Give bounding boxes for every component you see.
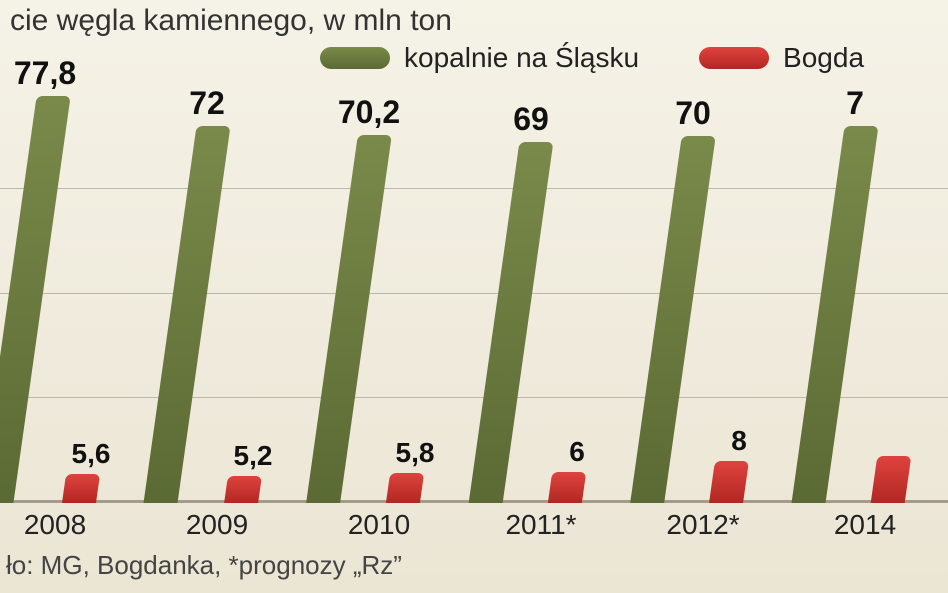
- legend-item-slask: kopalnie na Śląsku: [320, 42, 639, 74]
- x-axis-label: 2012*: [666, 509, 739, 541]
- legend-label: Bogda: [783, 42, 864, 74]
- legend-item-bogdanka: Bogda: [699, 42, 864, 74]
- x-axis-label: 2011*: [505, 509, 576, 541]
- bar-slask: [144, 126, 231, 503]
- bar-slask: [469, 142, 554, 503]
- x-axis-label: 2014: [834, 509, 896, 541]
- value-label-bogdanka: 5,6: [72, 438, 111, 470]
- x-axis-label: 2009: [186, 509, 248, 541]
- plot-area: 77,85,6725,270,25,86967087: [0, 84, 948, 503]
- bar-bogdanka: [709, 461, 749, 503]
- value-label-slask: 70: [675, 95, 711, 132]
- value-label-slask: 72: [189, 85, 225, 122]
- value-label-bogdanka: 5,2: [234, 440, 273, 472]
- value-label-slask: 70,2: [338, 94, 400, 131]
- bar-slask: [306, 135, 392, 503]
- bar-bogdanka: [386, 473, 424, 503]
- bar-bogdanka: [224, 476, 262, 503]
- legend-swatch-green: [320, 47, 390, 69]
- bar-bogdanka: [871, 456, 912, 503]
- bar-slask: [630, 136, 716, 503]
- value-label-bogdanka: 5,8: [396, 437, 435, 469]
- value-label-slask: 77,8: [14, 55, 76, 92]
- bar-slask: [0, 96, 71, 503]
- x-axis: 2008 2009 2010 2011* 2012* 2014: [0, 505, 948, 545]
- chart-title: cie węgla kamiennego, w mln ton: [10, 4, 452, 38]
- gridline: [0, 293, 948, 294]
- coal-production-chart: cie węgla kamiennego, w mln ton kopalnie…: [0, 0, 948, 593]
- legend-swatch-red: [699, 47, 769, 69]
- x-axis-label: 2010: [348, 509, 410, 541]
- legend-label: kopalnie na Śląsku: [404, 42, 639, 74]
- value-label-slask: 7: [846, 85, 864, 122]
- x-axis-label: 2008: [24, 509, 86, 541]
- value-label-bogdanka: 8: [731, 425, 747, 457]
- bar-bogdanka: [62, 474, 100, 503]
- bar-slask: [792, 126, 879, 503]
- value-label-slask: 69: [513, 101, 549, 138]
- chart-legend: kopalnie na Śląsku Bogda: [320, 42, 948, 74]
- chart-footnote: ło: MG, Bogdanka, *prognozy „Rz”: [6, 550, 402, 581]
- bar-bogdanka: [548, 472, 586, 503]
- value-label-bogdanka: 6: [569, 436, 585, 468]
- gridline: [0, 188, 948, 189]
